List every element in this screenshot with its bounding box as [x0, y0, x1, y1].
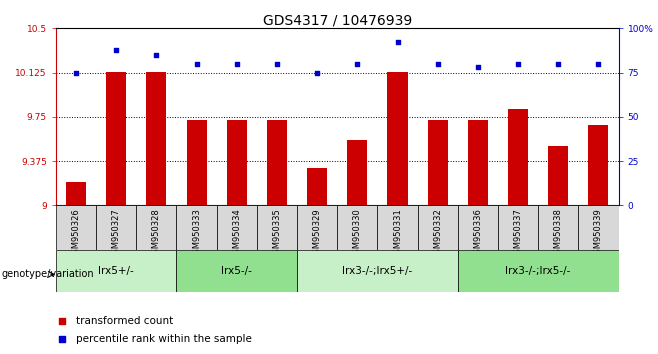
Bar: [176, 205, 216, 250]
Bar: [216, 205, 257, 250]
Bar: [267, 120, 287, 205]
Bar: [297, 250, 458, 292]
Bar: [458, 250, 619, 292]
Bar: [307, 167, 327, 205]
Point: [392, 40, 403, 45]
Text: GSM950326: GSM950326: [72, 209, 80, 259]
Point: [593, 61, 603, 67]
Bar: [96, 205, 136, 250]
Bar: [56, 250, 176, 292]
Bar: [297, 205, 337, 250]
Text: GSM950337: GSM950337: [513, 209, 522, 259]
Text: GSM950335: GSM950335: [272, 209, 282, 259]
Text: GSM950330: GSM950330: [353, 209, 362, 259]
Bar: [257, 205, 297, 250]
Bar: [588, 125, 609, 205]
Bar: [468, 120, 488, 205]
Bar: [66, 182, 86, 205]
Point: [272, 61, 282, 67]
Bar: [136, 205, 176, 250]
Bar: [176, 250, 297, 292]
Text: GSM950328: GSM950328: [152, 209, 161, 259]
Bar: [146, 72, 166, 205]
Point: [432, 61, 443, 67]
Point: [513, 61, 523, 67]
Text: transformed count: transformed count: [76, 316, 173, 326]
Text: percentile rank within the sample: percentile rank within the sample: [76, 334, 251, 344]
Text: GSM950336: GSM950336: [473, 209, 482, 259]
Text: GSM950339: GSM950339: [594, 209, 603, 259]
Text: lrx5+/-: lrx5+/-: [98, 266, 134, 276]
Bar: [458, 205, 498, 250]
Bar: [106, 72, 126, 205]
Point: [383, 256, 393, 261]
Point: [191, 61, 202, 67]
Point: [553, 61, 563, 67]
Bar: [548, 146, 569, 205]
Bar: [338, 205, 378, 250]
Point: [232, 61, 242, 67]
Point: [312, 70, 322, 75]
Bar: [428, 120, 447, 205]
Text: lrx3-/-;lrx5+/-: lrx3-/-;lrx5+/-: [342, 266, 413, 276]
Point: [111, 47, 122, 52]
Bar: [56, 205, 96, 250]
Text: GSM950327: GSM950327: [112, 209, 120, 259]
Bar: [508, 109, 528, 205]
Text: GSM950338: GSM950338: [554, 209, 563, 259]
Bar: [538, 205, 578, 250]
Text: lrx3-/-;lrx5-/-: lrx3-/-;lrx5-/-: [505, 266, 571, 276]
Title: GDS4317 / 10476939: GDS4317 / 10476939: [263, 13, 412, 27]
Text: GSM950332: GSM950332: [433, 209, 442, 259]
Bar: [186, 120, 207, 205]
Point: [472, 64, 483, 70]
Point: [151, 52, 162, 58]
Bar: [227, 120, 247, 205]
Text: GSM950334: GSM950334: [232, 209, 241, 259]
Point: [383, 95, 393, 100]
Bar: [578, 205, 619, 250]
Point: [352, 61, 363, 67]
Point: [71, 70, 82, 75]
Text: genotype/variation: genotype/variation: [1, 269, 94, 279]
Text: GSM950329: GSM950329: [313, 209, 322, 259]
Text: lrx5-/-: lrx5-/-: [221, 266, 252, 276]
Bar: [418, 205, 458, 250]
Bar: [347, 141, 367, 205]
Bar: [388, 72, 407, 205]
Text: GSM950331: GSM950331: [393, 209, 402, 259]
Text: GSM950333: GSM950333: [192, 209, 201, 259]
Bar: [498, 205, 538, 250]
Bar: [378, 205, 418, 250]
